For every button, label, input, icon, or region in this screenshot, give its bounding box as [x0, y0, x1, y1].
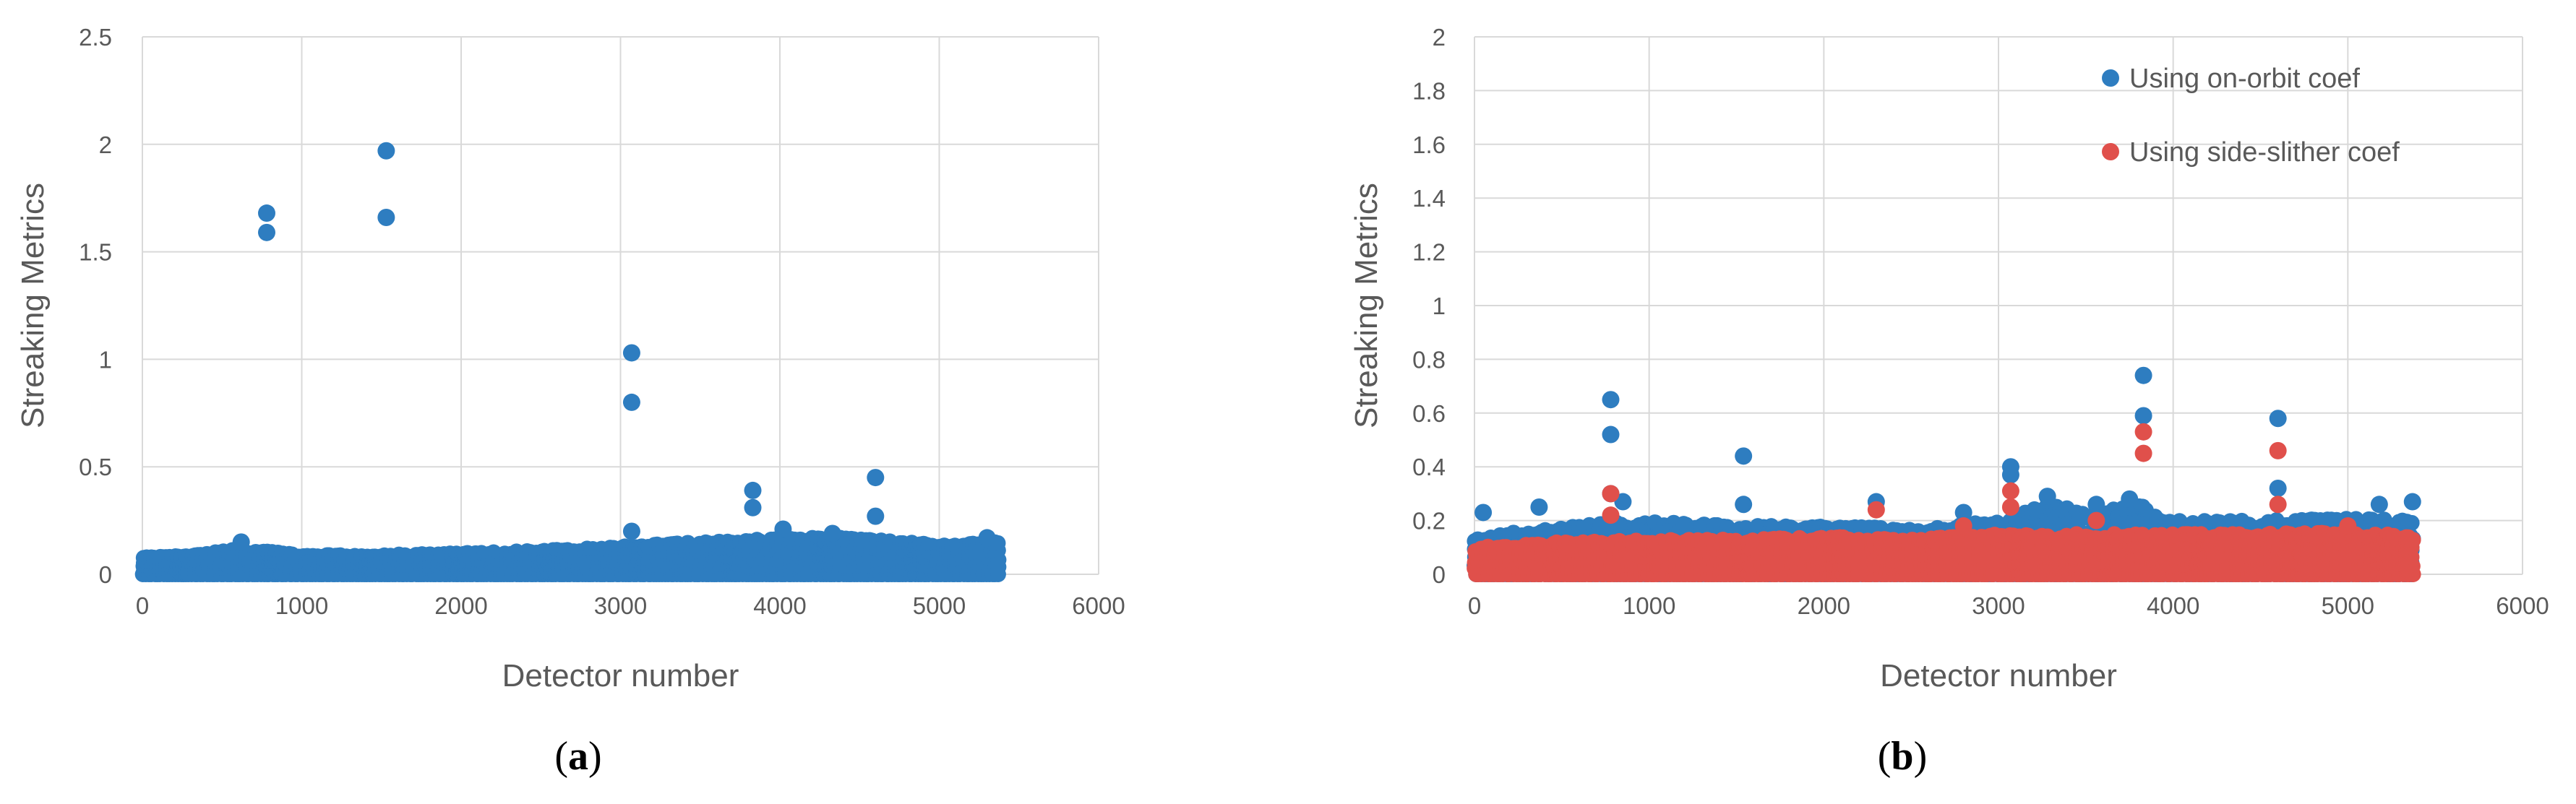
- y-tick-label: 0.8: [1412, 346, 1446, 373]
- data-point: [1954, 517, 1972, 535]
- data-point: [1530, 498, 1548, 516]
- data-point: [823, 524, 841, 543]
- y-tick-label: 1.8: [1412, 77, 1446, 104]
- data-point: [2269, 410, 2287, 428]
- data-point: [1602, 485, 1620, 503]
- data-point: [622, 522, 640, 540]
- data-point: [744, 498, 762, 516]
- data-point: [2001, 482, 2019, 500]
- data-point: [2087, 511, 2105, 529]
- data-point: [622, 344, 640, 362]
- data-point: [2001, 466, 2019, 484]
- data-point: [2134, 366, 2152, 384]
- caption-a: (a): [554, 734, 601, 779]
- data-point: [2269, 479, 2287, 497]
- x-tick-label: 4000: [753, 592, 806, 619]
- data-point: [1474, 503, 1493, 522]
- y-tick-label: 2.5: [79, 24, 112, 51]
- x-tick-label: 3000: [594, 592, 647, 619]
- x-tick-label: 0: [1468, 592, 1481, 619]
- data-point: [257, 223, 275, 241]
- panel-a: 0 0.5 1 1.5 2 2.5 0 1000 2000 3000 4000 5000 6000 Det…: [15, 24, 1125, 693]
- legend-marker: [2102, 69, 2119, 87]
- data-point: [2370, 496, 2388, 514]
- legend-marker: [2102, 143, 2119, 160]
- y-tick-label: 1.5: [79, 239, 112, 266]
- y-tick-label: 0: [99, 561, 112, 588]
- data-point: [2001, 498, 2019, 516]
- data-point: [1614, 493, 1632, 511]
- legend: Using on-orbit coef Using side-slither co…: [2102, 64, 2400, 168]
- data-point: [2087, 496, 2105, 514]
- data-point: [2403, 514, 2420, 531]
- data-point: [2269, 441, 2287, 459]
- data-point: [2121, 490, 2139, 508]
- legend-entry: Using on-orbit coef: [2129, 64, 2360, 94]
- x-tick-label: 0: [136, 592, 149, 619]
- data-point: [1602, 391, 1620, 409]
- y-tick-label: 0: [1433, 561, 1446, 588]
- y-axis-title: Streaking Metrics: [1349, 183, 1384, 428]
- data-point: [2134, 407, 2152, 425]
- data-point: [2403, 493, 2421, 511]
- data-point: [1735, 447, 1753, 465]
- data-point: [377, 208, 395, 226]
- series-2: [1467, 423, 2421, 582]
- data-point: [2134, 423, 2152, 441]
- y-tick-label: 0.6: [1412, 400, 1446, 427]
- x-tick-label: 5000: [913, 592, 966, 619]
- x-tick-label: 1000: [1623, 592, 1675, 619]
- y-tick-label: 2: [99, 131, 112, 158]
- y-tick-label: 1.2: [1412, 239, 1446, 266]
- y-tick-label: 1.4: [1412, 185, 1446, 212]
- panel-b: 0 0.2 0.4 0.6 0.8 1 1.2 1.4 1.6 1.8 2 0 1000 2000 3000…: [1349, 24, 2549, 693]
- legend-entry: Using side-slither coef: [2129, 137, 2400, 168]
- y-tick-label: 1.6: [1412, 131, 1446, 158]
- data-point: [978, 529, 996, 547]
- y-tick-label: 2: [1433, 24, 1446, 51]
- data-point: [377, 142, 395, 160]
- x-tick-label: 6000: [2496, 592, 2549, 619]
- data-point: [2134, 444, 2152, 462]
- caption-b: (b): [1878, 734, 1927, 779]
- x-axis-title: Detector number: [502, 658, 739, 693]
- x-tick-label: 4000: [2147, 592, 2199, 619]
- series-1: [134, 142, 1007, 582]
- x-tick-label: 5000: [2322, 592, 2374, 619]
- data-point: [867, 469, 885, 487]
- y-axis-title: Streaking Metrics: [15, 183, 51, 428]
- x-tick-label: 2000: [434, 592, 487, 619]
- data-point: [2269, 496, 2287, 514]
- data-point: [1954, 503, 1972, 522]
- data-point: [1602, 425, 1620, 444]
- x-axis-title: Detector number: [1880, 658, 2117, 693]
- data-point: [257, 204, 275, 222]
- x-tick-label: 1000: [275, 592, 328, 619]
- data-point: [1735, 496, 1753, 514]
- data-point: [867, 507, 885, 525]
- x-tick-label: 3000: [1972, 592, 2025, 619]
- data-point: [232, 533, 250, 551]
- gridlines: [142, 36, 1099, 575]
- data-point: [2038, 488, 2056, 506]
- y-tick-label: 0.4: [1412, 454, 1446, 480]
- data-point: [1602, 506, 1620, 524]
- x-tick-label: 6000: [1072, 592, 1125, 619]
- y-tick-label: 1: [1433, 293, 1446, 319]
- y-tick-label: 0.5: [79, 454, 112, 480]
- x-tick-label: 2000: [1798, 592, 1850, 619]
- data-point: [622, 393, 640, 411]
- y-tick-label: 1: [99, 346, 112, 373]
- data-point: [744, 481, 762, 499]
- data-point: [2339, 517, 2357, 535]
- y-tick-label: 0.2: [1412, 508, 1446, 535]
- data-point: [2405, 532, 2421, 548]
- gridlines: [1474, 36, 2523, 575]
- data-point: [774, 520, 792, 538]
- data-point: [1867, 501, 1885, 519]
